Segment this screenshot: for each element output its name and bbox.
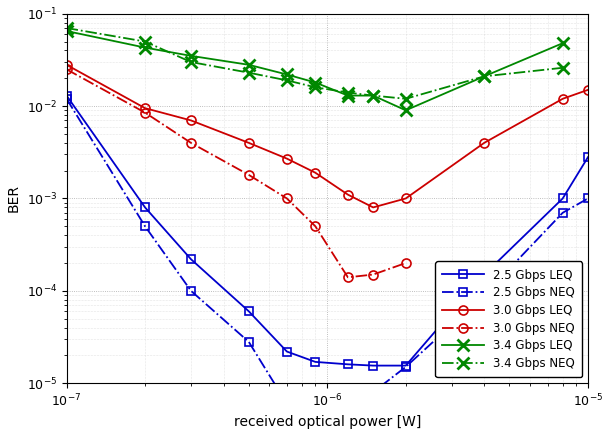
2.5 Gbps NEQ xyxy=(63,96,70,102)
3.0 Gbps NEQ xyxy=(142,110,149,115)
2.5 Gbps LEQ xyxy=(187,256,195,262)
3.4 Gbps LEQ xyxy=(63,28,70,34)
3.4 Gbps NEQ xyxy=(283,78,290,83)
2.5 Gbps LEQ xyxy=(142,205,149,210)
2.5 Gbps NEQ xyxy=(245,339,253,344)
3.0 Gbps LEQ xyxy=(370,205,377,210)
3.4 Gbps NEQ xyxy=(344,90,351,95)
Line: 3.0 Gbps LEQ: 3.0 Gbps LEQ xyxy=(62,60,592,212)
3.0 Gbps NEQ xyxy=(283,196,290,201)
2.5 Gbps LEQ xyxy=(559,196,566,201)
3.4 Gbps NEQ xyxy=(63,25,70,31)
2.5 Gbps LEQ xyxy=(370,363,377,368)
3.4 Gbps NEQ xyxy=(370,93,377,98)
3.4 Gbps LEQ xyxy=(370,93,377,98)
2.5 Gbps NEQ xyxy=(312,409,319,414)
2.5 Gbps NEQ xyxy=(584,196,592,201)
3.4 Gbps NEQ xyxy=(559,65,566,70)
2.5 Gbps NEQ xyxy=(283,401,290,406)
3.0 Gbps LEQ xyxy=(63,62,70,68)
3.4 Gbps LEQ xyxy=(187,53,195,58)
3.0 Gbps NEQ xyxy=(370,272,377,277)
Y-axis label: BER: BER xyxy=(7,184,21,212)
3.4 Gbps LEQ xyxy=(344,93,351,98)
2.5 Gbps LEQ xyxy=(344,362,351,367)
3.0 Gbps NEQ xyxy=(402,260,409,266)
2.5 Gbps NEQ xyxy=(559,210,566,215)
3.0 Gbps LEQ xyxy=(344,192,351,197)
2.5 Gbps NEQ xyxy=(402,364,409,370)
2.5 Gbps NEQ xyxy=(142,224,149,229)
2.5 Gbps NEQ xyxy=(344,401,351,406)
3.0 Gbps LEQ xyxy=(312,170,319,175)
3.4 Gbps LEQ xyxy=(559,41,566,46)
3.0 Gbps LEQ xyxy=(142,106,149,111)
2.5 Gbps NEQ xyxy=(187,288,195,293)
2.5 Gbps LEQ xyxy=(283,349,290,354)
3.4 Gbps NEQ xyxy=(142,39,149,44)
3.4 Gbps LEQ xyxy=(481,74,488,79)
3.0 Gbps LEQ xyxy=(402,196,409,201)
3.0 Gbps LEQ xyxy=(245,140,253,146)
3.0 Gbps NEQ xyxy=(187,140,195,146)
3.4 Gbps NEQ xyxy=(402,96,409,102)
2.5 Gbps LEQ xyxy=(481,272,488,277)
3.0 Gbps LEQ xyxy=(584,87,592,92)
3.4 Gbps LEQ xyxy=(245,62,253,68)
2.5 Gbps LEQ xyxy=(245,309,253,314)
3.4 Gbps LEQ xyxy=(142,45,149,50)
3.4 Gbps NEQ xyxy=(245,70,253,75)
Line: 2.5 Gbps NEQ: 2.5 Gbps NEQ xyxy=(63,95,592,415)
3.0 Gbps LEQ xyxy=(187,118,195,123)
2.5 Gbps NEQ xyxy=(481,293,488,298)
Legend: 2.5 Gbps LEQ, 2.5 Gbps NEQ, 3.0 Gbps LEQ, 3.0 Gbps NEQ, 3.4 Gbps LEQ, 3.4 Gbps N: 2.5 Gbps LEQ, 2.5 Gbps NEQ, 3.0 Gbps LEQ… xyxy=(436,262,582,377)
X-axis label: received optical power [W]: received optical power [W] xyxy=(234,415,421,429)
Line: 3.4 Gbps LEQ: 3.4 Gbps LEQ xyxy=(61,25,569,116)
Line: 2.5 Gbps LEQ: 2.5 Gbps LEQ xyxy=(63,92,592,369)
3.4 Gbps LEQ xyxy=(402,108,409,113)
3.4 Gbps NEQ xyxy=(481,74,488,79)
2.5 Gbps NEQ xyxy=(370,389,377,395)
3.0 Gbps LEQ xyxy=(559,96,566,102)
2.5 Gbps LEQ xyxy=(63,93,70,98)
3.4 Gbps LEQ xyxy=(283,72,290,77)
3.4 Gbps NEQ xyxy=(187,59,195,65)
2.5 Gbps LEQ xyxy=(402,363,409,368)
Line: 3.0 Gbps NEQ: 3.0 Gbps NEQ xyxy=(62,65,411,282)
3.0 Gbps LEQ xyxy=(283,156,290,161)
3.0 Gbps NEQ xyxy=(312,224,319,229)
3.0 Gbps NEQ xyxy=(63,67,70,72)
3.4 Gbps LEQ xyxy=(312,80,319,85)
2.5 Gbps LEQ xyxy=(584,154,592,160)
3.0 Gbps NEQ xyxy=(245,172,253,177)
2.5 Gbps LEQ xyxy=(312,359,319,364)
3.4 Gbps NEQ xyxy=(312,85,319,90)
Line: 3.4 Gbps NEQ: 3.4 Gbps NEQ xyxy=(61,23,569,104)
3.0 Gbps NEQ xyxy=(344,275,351,280)
3.0 Gbps LEQ xyxy=(481,140,488,146)
